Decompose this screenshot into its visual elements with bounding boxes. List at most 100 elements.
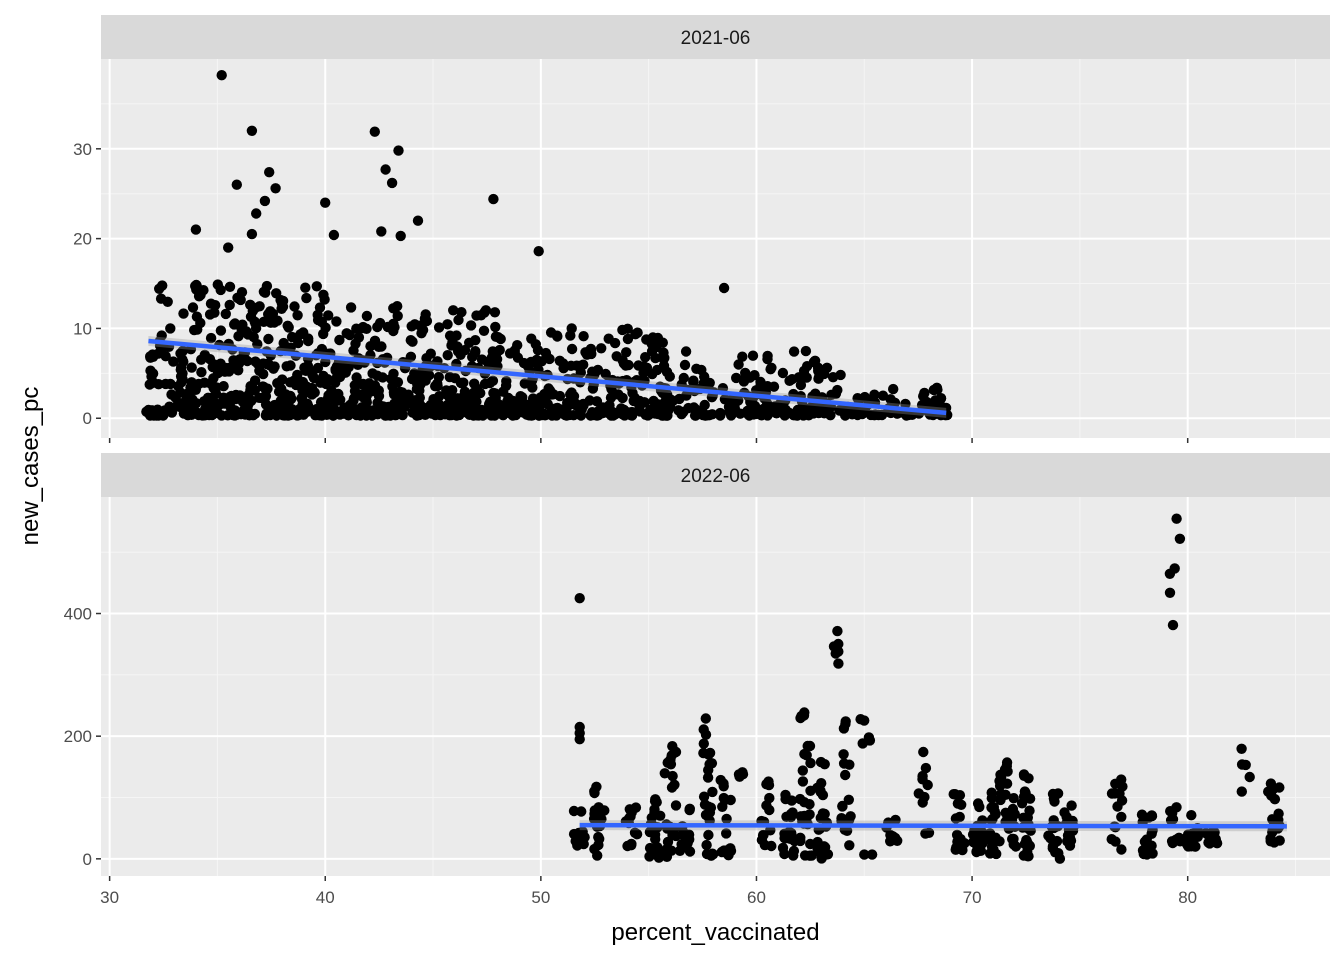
data-point xyxy=(700,713,711,724)
data-point xyxy=(458,377,469,388)
data-point xyxy=(1001,778,1013,789)
data-point xyxy=(1147,848,1158,859)
data-point xyxy=(819,759,830,770)
data-point xyxy=(292,369,303,381)
data-point xyxy=(251,208,262,219)
data-point xyxy=(721,813,732,825)
data-point xyxy=(699,371,710,382)
data-point xyxy=(661,851,673,862)
strip-label-top: 2021-06 xyxy=(681,28,751,49)
data-point xyxy=(1164,587,1176,598)
data-point xyxy=(576,806,587,817)
data-point xyxy=(859,849,870,860)
data-point xyxy=(676,409,687,420)
data-point xyxy=(788,850,799,861)
data-point xyxy=(357,322,368,334)
data-point xyxy=(820,849,831,860)
data-point xyxy=(310,409,321,420)
data-point xyxy=(1043,830,1054,841)
data-point xyxy=(1174,533,1186,544)
data-point xyxy=(533,246,544,257)
data-point xyxy=(241,326,252,337)
data-point xyxy=(617,392,628,404)
data-point xyxy=(622,323,633,334)
data-point xyxy=(817,789,829,801)
data-point xyxy=(639,397,650,408)
data-point xyxy=(229,319,240,330)
data-point xyxy=(492,332,504,343)
data-point xyxy=(578,331,589,342)
data-point xyxy=(641,334,652,345)
data-point xyxy=(701,839,712,851)
data-point xyxy=(469,378,480,389)
data-point xyxy=(1116,844,1127,855)
data-point xyxy=(1117,781,1128,792)
trend-line xyxy=(579,822,1287,829)
data-point xyxy=(809,355,821,366)
data-point xyxy=(649,796,661,807)
data-point xyxy=(994,836,1005,847)
data-point xyxy=(464,337,475,348)
data-point xyxy=(388,318,399,329)
data-point xyxy=(674,845,686,856)
data-point xyxy=(747,350,759,361)
x-axis-title: percent_vaccinated xyxy=(611,919,819,946)
data-point xyxy=(187,302,199,313)
data-point xyxy=(1269,837,1280,848)
data-point xyxy=(682,838,693,849)
data-point xyxy=(207,361,218,373)
data-point xyxy=(623,813,635,824)
data-point xyxy=(659,768,670,779)
data-point xyxy=(295,405,307,416)
data-point xyxy=(453,314,464,326)
data-point xyxy=(335,394,346,405)
data-point xyxy=(678,372,689,384)
data-point xyxy=(650,352,661,364)
data-point xyxy=(606,383,617,395)
data-point xyxy=(277,374,288,385)
data-point xyxy=(488,193,499,205)
data-point xyxy=(299,362,310,373)
data-point xyxy=(652,842,663,853)
data-point xyxy=(844,759,855,770)
data-point xyxy=(387,381,398,392)
data-point xyxy=(425,348,436,359)
data-point xyxy=(647,368,658,380)
data-point xyxy=(444,330,456,341)
data-point xyxy=(258,381,269,393)
data-point xyxy=(533,364,544,375)
data-point xyxy=(587,383,599,394)
plot-background-bottom xyxy=(101,497,1330,876)
data-point xyxy=(281,361,292,372)
data-point xyxy=(1203,837,1214,848)
data-point xyxy=(665,394,677,405)
data-point xyxy=(691,363,702,374)
data-point xyxy=(406,373,418,385)
data-point xyxy=(205,332,217,344)
data-point xyxy=(264,408,275,419)
data-point xyxy=(260,287,271,298)
data-point xyxy=(703,829,714,841)
data-point xyxy=(376,408,388,419)
data-point xyxy=(665,759,677,770)
data-point xyxy=(173,381,184,392)
data-point xyxy=(245,311,257,322)
data-point xyxy=(323,310,334,321)
data-point xyxy=(250,323,262,334)
x-tick-label: 40 xyxy=(316,888,335,907)
data-point xyxy=(372,321,383,333)
y-tick-label: 200 xyxy=(64,727,92,746)
x-tick-label: 70 xyxy=(963,888,982,907)
data-point xyxy=(245,384,256,396)
data-point xyxy=(405,335,416,346)
data-point xyxy=(1024,805,1035,816)
data-point xyxy=(215,284,226,296)
data-point xyxy=(1274,782,1285,793)
data-point xyxy=(986,841,998,852)
data-point xyxy=(392,310,403,322)
data-point xyxy=(621,347,632,358)
data-point xyxy=(345,302,357,313)
data-point xyxy=(679,359,691,371)
data-point xyxy=(236,392,247,404)
data-point xyxy=(259,195,271,207)
